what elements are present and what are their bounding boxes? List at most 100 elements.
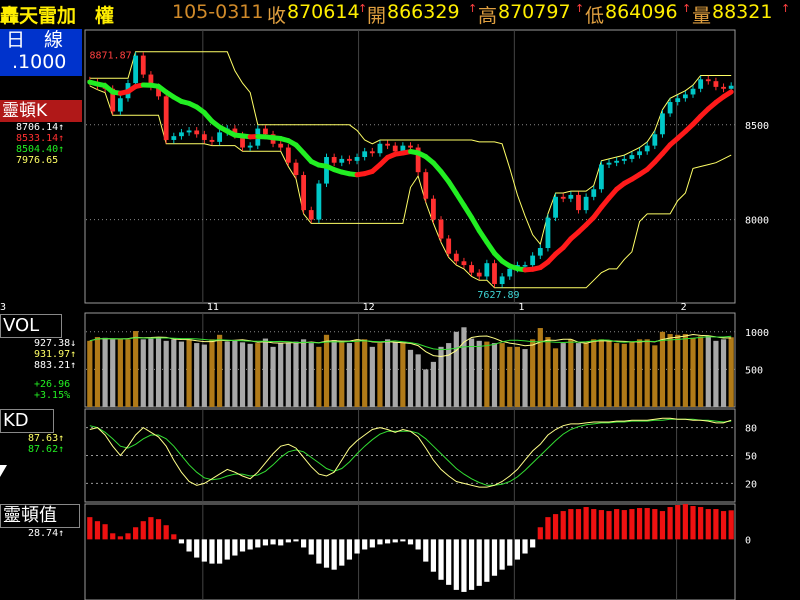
date-label: 105-0311 (172, 1, 264, 23)
volume-bar (629, 341, 635, 407)
lingdun-bar (339, 539, 345, 566)
volume-bar (713, 340, 719, 407)
d-line (89, 418, 732, 486)
candle-body (690, 88, 696, 95)
candle-body (629, 155, 635, 159)
volume-bar (530, 339, 536, 407)
candle-body (644, 145, 650, 152)
lingdun-bar (194, 539, 200, 558)
lingdun-bar (362, 539, 368, 550)
volume-bar (171, 339, 177, 407)
period-box[interactable]: 日 線 .1000 (0, 29, 82, 76)
kd-panel-title[interactable]: KD (0, 409, 54, 433)
lingdun-value: 28.74↑ (28, 528, 65, 539)
volume-bar (644, 339, 650, 407)
lingdun-bar (285, 539, 291, 543)
lingdun-bar (155, 519, 162, 540)
candle-body (598, 164, 604, 190)
candle-body (179, 132, 184, 137)
lingdun-bar (346, 539, 353, 560)
vol-panel-title[interactable]: VOL (0, 314, 62, 338)
lingdun-bar (117, 536, 123, 540)
volume-bar (430, 361, 437, 407)
lingdun-bar (545, 517, 551, 540)
volume-bar (239, 342, 246, 407)
kd-y-tick: 50 (745, 452, 757, 463)
period-label: 日 線 (6, 29, 64, 51)
lingdun-bar (301, 539, 307, 548)
lingdun-bar (575, 509, 582, 540)
lingdun-bar (178, 539, 185, 544)
candle-body (285, 147, 291, 163)
candle-body (721, 86, 726, 89)
candle-body (576, 194, 581, 211)
volume-bar (545, 337, 551, 407)
candle-body (247, 145, 253, 148)
high-annotation: 8871.87 (89, 50, 131, 61)
candle-body (308, 210, 314, 220)
candle-body (476, 272, 482, 277)
close-label: 收 (267, 5, 287, 27)
pane-frame-k (84, 29, 736, 304)
high-value: 870797 (498, 1, 571, 23)
close-value: 870614 (287, 1, 360, 23)
lingdun-bar (698, 507, 704, 540)
volume-bar (125, 339, 131, 407)
volume-bar (690, 337, 696, 407)
volume-bar (636, 339, 643, 407)
lingdun-bar (446, 539, 452, 585)
candle-body (446, 238, 452, 254)
lingdun-bar (713, 509, 719, 540)
vol-y-tick: 500 (745, 365, 763, 376)
kd-y-tick: 20 (745, 479, 757, 490)
candle-body (400, 145, 406, 152)
lingdun-bar (293, 539, 299, 542)
lingdun-bar (270, 539, 276, 545)
volume-bar (278, 343, 284, 407)
candle-body (377, 143, 383, 154)
lingdun-bar (369, 539, 375, 548)
volume-bar (247, 343, 253, 407)
volume-bar (652, 345, 658, 407)
volume-bar (293, 341, 299, 407)
k-panel-title[interactable]: 靈頓K (0, 100, 82, 122)
volume-bar (148, 338, 154, 407)
candle-body (591, 189, 597, 197)
lingdun-panel-title[interactable]: 靈頓值 (0, 504, 80, 528)
lingdun-bar (568, 509, 574, 540)
volume-bar (484, 341, 490, 407)
volume-bar (407, 349, 414, 407)
volume-bar (354, 339, 360, 407)
lingdun-bar (491, 539, 498, 576)
lingdun-bar (423, 539, 429, 562)
lingdun-bar (659, 511, 666, 540)
candle-body (354, 157, 360, 161)
lingdun-panel-legend: 靈頓值 28.74↑ (0, 504, 82, 539)
volume-bar (720, 339, 727, 407)
lingdun-bar (217, 539, 223, 564)
vol-value-4: +26.96 (34, 379, 71, 390)
candle-body (461, 261, 467, 266)
lingdun-bar (606, 511, 612, 540)
kd-panel-legend: KD 87.63↑ 87.62↑ (0, 409, 82, 455)
low-arrow: ↑ (682, 2, 692, 15)
volume-bar (217, 334, 223, 407)
lingdun-bar (468, 539, 475, 590)
lingdun-bar (537, 527, 543, 540)
candle-body (553, 196, 558, 218)
volume-bar (262, 338, 269, 407)
volume-bar (491, 343, 498, 407)
lingdun-bar (430, 539, 437, 572)
candle-body (545, 217, 551, 249)
moving-average-segment (469, 214, 482, 234)
lingdun-bar (239, 539, 246, 552)
volume-bar (560, 343, 566, 407)
volume-bar (507, 346, 513, 407)
volume-bar (323, 334, 330, 407)
candle-body (293, 162, 299, 176)
candle-body (713, 81, 719, 87)
candle-body (362, 151, 368, 158)
vol-value-2: 931.97↑ (34, 349, 77, 360)
lingdun-bar (690, 506, 696, 540)
